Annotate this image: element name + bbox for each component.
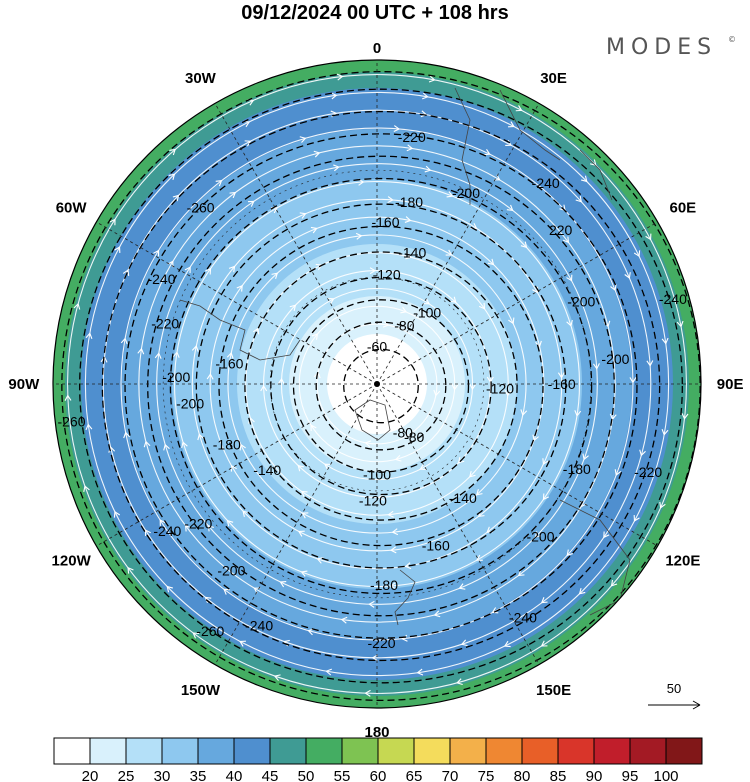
contour-label: -180	[213, 437, 241, 453]
contour-label: -160	[371, 214, 399, 230]
colorbar-tick-label: 30	[154, 768, 171, 782]
contour-label: -180	[370, 577, 398, 593]
colorbar-swatch	[126, 738, 162, 764]
longitude-label: 90E	[717, 376, 744, 393]
contour-label: -240	[532, 175, 560, 191]
colorbar-swatch	[666, 738, 702, 764]
longitude-label: 120E	[665, 553, 700, 570]
colorbar-swatch	[450, 738, 486, 764]
contour-label: -200	[176, 396, 204, 412]
contour-label: -240	[245, 618, 273, 634]
contour-label: -240	[509, 610, 537, 626]
contour-label: -100	[363, 467, 391, 483]
colorbar-tick-label: 40	[226, 768, 243, 782]
contour-label: -140	[449, 490, 477, 506]
contour-label: -200	[601, 351, 629, 367]
contour-label: -260	[196, 623, 224, 639]
colorbar-swatch	[522, 738, 558, 764]
contour-label: -240	[147, 271, 175, 287]
colorbar-tick-label: 65	[406, 768, 423, 782]
contour-label: -220	[634, 464, 662, 480]
brand-logo: MODES	[606, 35, 717, 60]
colorbar-swatch	[486, 738, 522, 764]
colorbar-tick-label: 55	[334, 768, 351, 782]
colorbar-tick-label: 75	[478, 768, 495, 782]
colorbar-tick-label: 25	[118, 768, 135, 782]
colorbar-swatch	[198, 738, 234, 764]
contour-label: -100	[413, 304, 441, 320]
colorbar-swatch	[378, 738, 414, 764]
longitude-label: 150E	[536, 682, 571, 699]
contour-label: -180	[563, 461, 591, 477]
contour-label: -160	[548, 376, 576, 392]
colorbar-swatch	[162, 738, 198, 764]
longitude-label: 150W	[181, 682, 221, 699]
colorbar-swatch	[54, 738, 90, 764]
contour-label: -220	[398, 129, 426, 145]
reference-vector: 50	[648, 681, 700, 709]
colorbar-tick-label: 50	[298, 768, 315, 782]
south-pole-marker	[374, 381, 380, 387]
longitude-label: 30E	[540, 70, 567, 87]
colorbar-tick-label: 85	[550, 768, 567, 782]
colorbar-tick-label: 80	[514, 768, 531, 782]
contour-label: -80	[394, 317, 414, 333]
contour-label: -120	[486, 380, 514, 396]
reference-vector-label: 50	[667, 681, 681, 696]
contour-label: -140	[253, 462, 281, 478]
colorbar-tick-label: 100	[653, 768, 678, 782]
colorbar-tick-label: 90	[586, 768, 603, 782]
contour-label: -220	[368, 635, 396, 651]
longitude-label: 60E	[669, 199, 696, 216]
contour-label: -200	[217, 562, 245, 578]
contour-label: -120	[359, 493, 387, 509]
contour-label: -260	[57, 414, 85, 430]
contour-label: -200	[526, 528, 554, 544]
colorbar-swatch	[414, 738, 450, 764]
colorbar-tick-label: 70	[442, 768, 459, 782]
contour-label: -220	[184, 516, 212, 532]
contour-label: -240	[153, 523, 181, 539]
longitude-label: 0	[373, 40, 381, 57]
colorbar-swatch	[594, 738, 630, 764]
contour-label: -160	[422, 537, 450, 553]
contour-label: -200	[162, 369, 190, 385]
colorbar-swatch	[342, 738, 378, 764]
colorbar-swatch	[630, 738, 666, 764]
colorbar-tick-label: 95	[622, 768, 639, 782]
colorbar-swatch	[90, 738, 126, 764]
colorbar-swatch	[558, 738, 594, 764]
colorbar-tick-label: 20	[82, 768, 99, 782]
longitude-label: 90W	[8, 376, 40, 393]
contour-label: -120	[373, 266, 401, 282]
contour-label: -240	[659, 291, 687, 307]
colorbar-swatch	[270, 738, 306, 764]
contour-label: -160	[215, 355, 243, 371]
map-title: 09/12/2024 00 UTC + 108 hrs	[241, 2, 508, 24]
contour-label: -200	[452, 185, 480, 201]
contour-label: -140	[398, 245, 426, 261]
contour-label: -80	[393, 425, 413, 441]
colorbar-tick-label: 45	[262, 768, 279, 782]
longitude-label: 60W	[56, 199, 88, 216]
contour-label: -60	[367, 339, 387, 355]
colorbar-swatch	[306, 738, 342, 764]
contour-label: -220	[151, 315, 179, 331]
longitude-label: 120W	[52, 553, 92, 570]
colorbar-tick-label: 60	[370, 768, 387, 782]
contour-label: -200	[567, 293, 595, 309]
contour-label: -260	[187, 200, 215, 216]
colorbar-tick-label: 35	[190, 768, 207, 782]
colorbar-swatch	[234, 738, 270, 764]
contour-label: 220	[549, 222, 573, 238]
contour-label: -180	[395, 194, 423, 210]
longitude-label: 30W	[185, 70, 217, 87]
colorbar: 20 25 30 35 40 45 50 55 60 65 70 75 80 85 90 95 100	[54, 738, 702, 782]
brand-copyright-mark: ©	[728, 35, 736, 44]
